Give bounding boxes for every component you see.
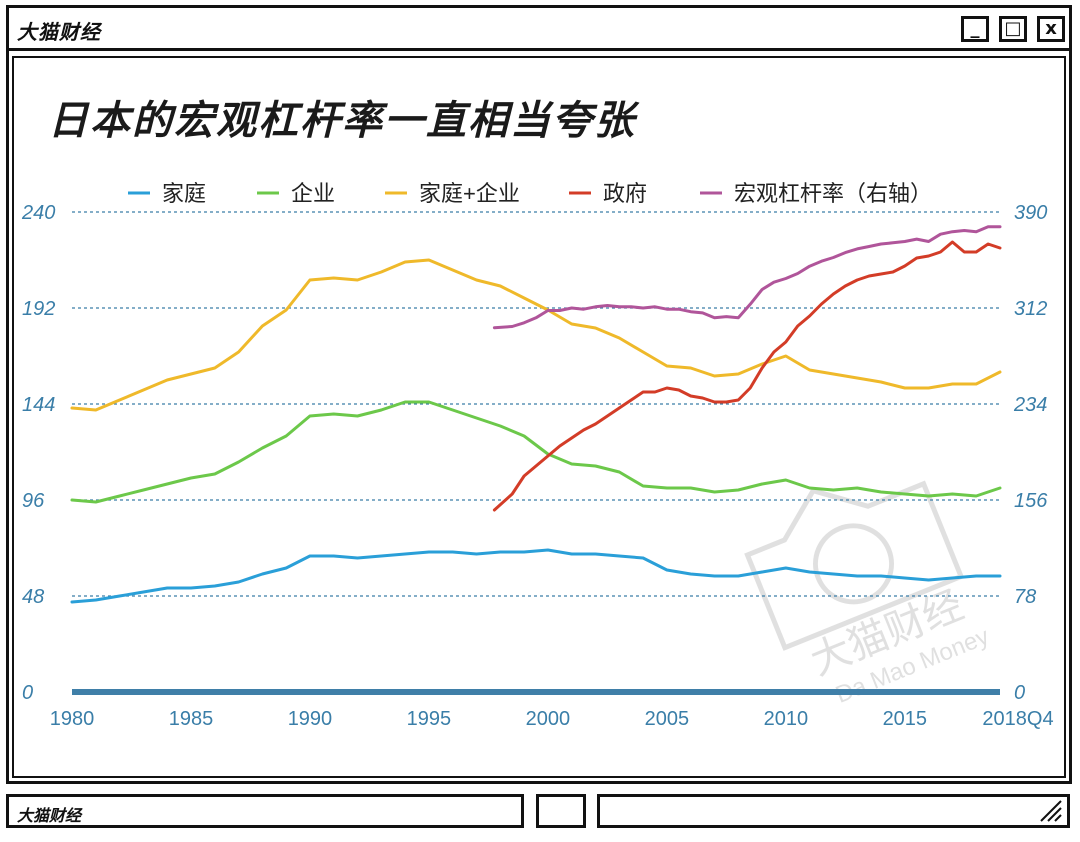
y-right-tick-label: 0 xyxy=(1014,682,1025,704)
title-bar: 大猫财经 _ □ x xyxy=(9,8,1069,51)
close-button[interactable]: x xyxy=(1037,16,1065,42)
x-tick-label: 1985 xyxy=(169,708,214,730)
legend-label: 家庭 xyxy=(162,181,206,206)
x-tick-label: 2015 xyxy=(883,708,928,730)
minimize-button[interactable]: _ xyxy=(961,16,989,42)
chart-panel xyxy=(12,56,1066,778)
legend-label: 宏观杠杆率（右轴） xyxy=(734,181,932,206)
y-left-tick-label: 192 xyxy=(22,298,55,320)
y-left-tick-label: 0 xyxy=(22,682,33,704)
status-panel-right xyxy=(597,794,1070,828)
y-left-tick-label: 96 xyxy=(22,490,45,512)
y-left-tick-label: 144 xyxy=(22,394,55,416)
x-tick-label: 2000 xyxy=(526,708,571,730)
y-right-tick-label: 390 xyxy=(1014,202,1047,224)
y-left-tick-label: 240 xyxy=(21,202,55,224)
legend: 家庭 企业 家庭+企业 政府 宏观杠杆率（右轴） xyxy=(128,181,932,206)
watermark: 大猫财经 Da Mao Money xyxy=(744,480,993,709)
page-title: 日本的宏观杠杆率一直相当夸张 xyxy=(48,98,636,144)
y-right-tick-label: 78 xyxy=(1014,586,1036,608)
y-right-tick-label: 156 xyxy=(1014,490,1048,512)
status-panel-left: 大猫财经 xyxy=(6,794,524,828)
legend-label: 家庭+企业 xyxy=(419,181,520,206)
y-left-tick-label: 48 xyxy=(22,586,44,608)
x-tick-label: 1995 xyxy=(407,708,452,730)
window-brand: 大猫财经 xyxy=(17,20,101,44)
x-tick-label: 2005 xyxy=(645,708,690,730)
y-right-tick-label: 234 xyxy=(1013,394,1047,416)
series-line-household xyxy=(70,548,1002,604)
series-line-corporate xyxy=(70,400,1002,504)
y-right-tick-label: 312 xyxy=(1014,298,1047,320)
axes: 0 0 48 78 96 156 144 234 192 312 240 390 1980 1985 199… xyxy=(21,202,1054,730)
legend-label: 企业 xyxy=(291,181,335,206)
maximize-button[interactable]: □ xyxy=(999,16,1027,42)
resize-grip-icon[interactable] xyxy=(1037,797,1063,823)
status-brand: 大猫财经 xyxy=(17,806,82,825)
x-tick-label: 2018Q4 xyxy=(982,708,1053,730)
x-tick-label: 2010 xyxy=(764,708,809,730)
series-line-household-corporate xyxy=(70,258,1002,412)
x-tick-label: 1980 xyxy=(50,708,95,730)
legend-label: 政府 xyxy=(603,181,647,206)
x-tick-label: 1990 xyxy=(288,708,333,730)
series-group xyxy=(70,225,1002,604)
series-line-macro-leverage xyxy=(492,225,1002,330)
status-panel-middle xyxy=(536,794,586,828)
gridlines xyxy=(72,211,1000,597)
window-frame: 大猫财经 _ □ x xyxy=(6,5,1072,784)
series-line-government xyxy=(492,240,1002,512)
